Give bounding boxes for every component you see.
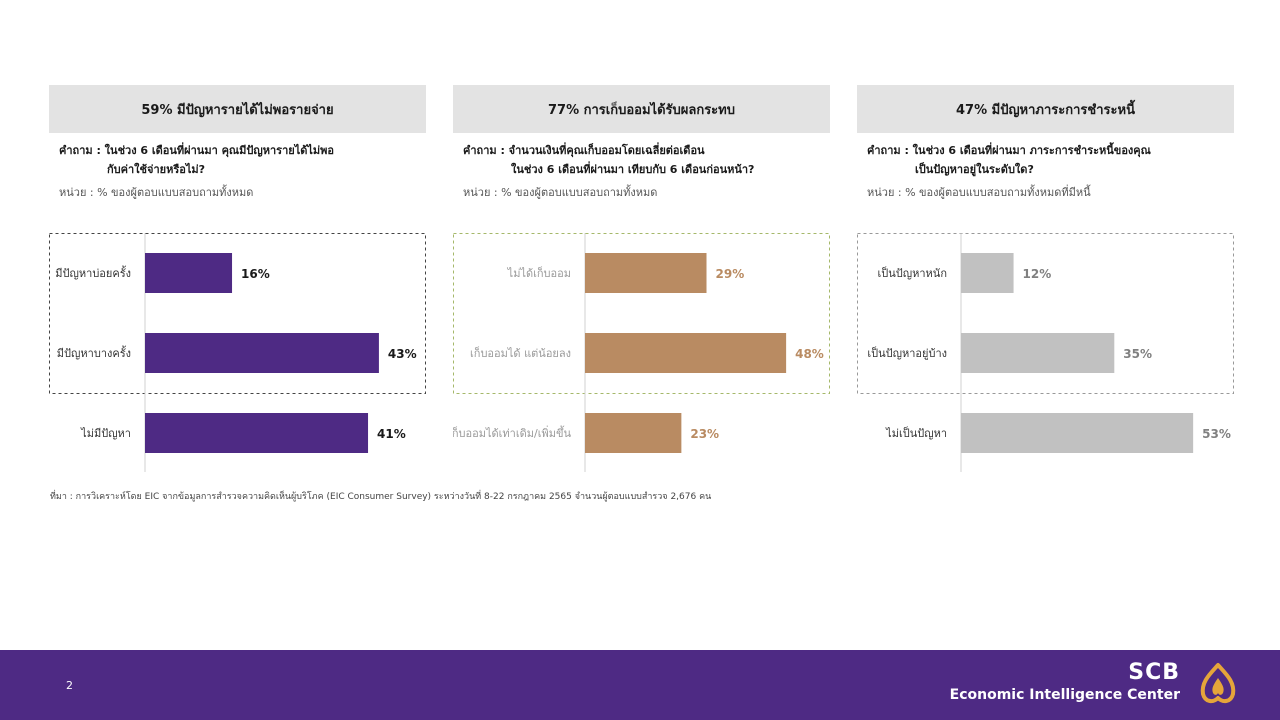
- bar-chart-income: มีปัญหาบ่อยครั้ง 16% มีปัญหาบางครั้ง 43% ไม่…: [49, 233, 426, 472]
- question-text: คำถาม : ในช่วง 6 เดือนที่ผ่านมา คุณมีปัญ…: [59, 141, 419, 179]
- bar-2: [961, 413, 1194, 453]
- category-label: ไม่ได้เก็บออม: [507, 266, 571, 280]
- category-label: ไม่เป็นปัญหา: [885, 426, 947, 440]
- footer-bar: 2 SCB Economic Intelligence Center: [0, 650, 1280, 720]
- category-label: เก็บออมได้ แต่น้อยลง: [470, 346, 571, 360]
- scb-lotus-logo-icon: [1200, 663, 1236, 704]
- brand-subtitle: Economic Intelligence Center: [949, 687, 1180, 703]
- highlight-box: [857, 233, 1234, 394]
- data-label: 16%: [241, 267, 270, 281]
- panel-header: 59% มีปัญหารายได้ไม่พอรายจ่าย: [49, 85, 426, 133]
- bar-0: [585, 253, 707, 293]
- panel-savings-impact: 77% การเก็บออมได้รับผลกระทบ คำถาม : จำนว…: [453, 85, 830, 475]
- bar-chart-savings: ไม่ได้เก็บออม 29% เก็บออมได้ แต่น้อยลง 48% เ…: [453, 233, 830, 472]
- question-line-1: คำถาม : ในช่วง 6 เดือนที่ผ่านมา คุณมีปัญ…: [59, 144, 335, 157]
- bar-2: [145, 413, 369, 453]
- bar-1: [145, 333, 379, 373]
- question-line-1: คำถาม : ในช่วง 6 เดือนที่ผ่านมา ภาระการช…: [867, 144, 1151, 157]
- unit-note: หน่วย : % ของผู้ตอบแบบสอบถามทั้งหมดที่มี…: [867, 186, 1091, 199]
- highlight-box: [49, 233, 426, 394]
- question-text: คำถาม : จำนวนเงินที่คุณเก็บออมโดยเฉลี่ยต…: [463, 141, 823, 179]
- category-label: เป็นปัญหาอยู่บ้าง: [867, 346, 947, 360]
- bar-0: [961, 253, 1014, 293]
- highlight-box: [453, 233, 830, 394]
- page-number: 2: [66, 679, 73, 692]
- bar-2: [585, 413, 682, 453]
- category-label: มีปัญหาบ่อยครั้ง: [55, 265, 131, 280]
- bar-1: [961, 333, 1115, 373]
- data-label: 35%: [1123, 347, 1152, 361]
- source-footnote: ที่มา : การวิเคราะห์โดย EIC จากข้อมูลการ…: [50, 492, 712, 502]
- data-label: 53%: [1202, 427, 1231, 441]
- brand-name: SCB: [1128, 660, 1180, 685]
- panel-header: 47% มีปัญหาภาระการชำระหนี้: [857, 85, 1234, 133]
- panel-debt-burden: 47% มีปัญหาภาระการชำระหนี้ คำถาม : ในช่ว…: [857, 85, 1234, 475]
- panel-income-problem: 59% มีปัญหารายได้ไม่พอรายจ่าย คำถาม : ใน…: [49, 85, 426, 475]
- data-label: 41%: [377, 427, 406, 441]
- category-label: เป็นปัญหาหนัก: [878, 266, 947, 280]
- unit-note: หน่วย : % ของผู้ตอบแบบสอบถามทั้งหมด: [463, 186, 658, 199]
- data-label: 43%: [388, 347, 417, 361]
- bar-0: [145, 253, 233, 293]
- question-line-2: เป็นปัญหาอยู่ในระดับใด?: [915, 163, 1034, 176]
- bar-chart-debt: เป็นปัญหาหนัก 12% เป็นปัญหาอยู่บ้าง 35% ไม่เ…: [857, 233, 1234, 472]
- question-line-2: กับค่าใช้จ่ายหรือไม่?: [107, 163, 206, 176]
- category-label: เก็บออมได้เท่าเดิม/เพิ่มขึ้น: [453, 425, 571, 440]
- data-label: 29%: [716, 267, 745, 281]
- bar-1: [585, 333, 787, 373]
- data-label: 12%: [1023, 267, 1052, 281]
- question-line-2: ในช่วง 6 เดือนที่ผ่านมา เทียบกับ 6 เดือน…: [511, 163, 755, 176]
- brand-block: SCB Economic Intelligence Center: [950, 660, 1180, 704]
- panel-header: 77% การเก็บออมได้รับผลกระทบ: [453, 85, 830, 133]
- question-text: คำถาม : ในช่วง 6 เดือนที่ผ่านมา ภาระการช…: [867, 141, 1227, 179]
- data-label: 23%: [690, 427, 719, 441]
- category-label: ไม่มีปัญหา: [80, 427, 131, 440]
- unit-note: หน่วย : % ของผู้ตอบแบบสอบถามทั้งหมด: [59, 186, 254, 199]
- data-label: 48%: [795, 347, 824, 361]
- question-line-1: คำถาม : จำนวนเงินที่คุณเก็บออมโดยเฉลี่ยต…: [463, 144, 705, 157]
- category-label: มีปัญหาบางครั้ง: [57, 345, 131, 360]
